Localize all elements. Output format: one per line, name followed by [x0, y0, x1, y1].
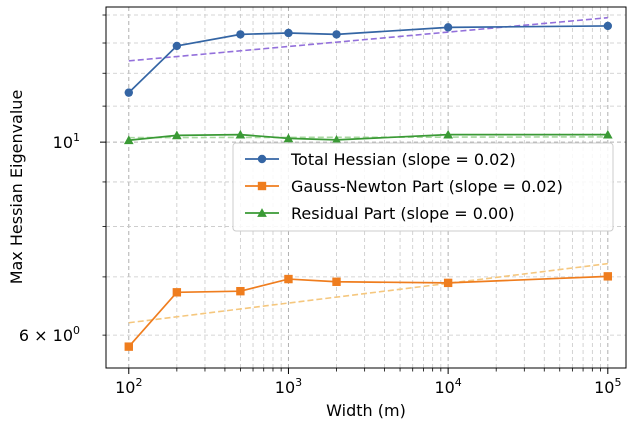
- y-tick-label: 101: [53, 131, 80, 152]
- plot-frame: [105, 6, 627, 369]
- legend-box: [232, 142, 614, 232]
- data-point-circle: [257, 154, 267, 164]
- data-point-square: [284, 274, 293, 284]
- data-point-square: [332, 277, 341, 286]
- series-line: [128, 275, 608, 348]
- data-point-triangle: [172, 130, 182, 140]
- data-point-triangle: [331, 135, 342, 144]
- data-point-square: [443, 278, 453, 288]
- series-line: [128, 25, 608, 94]
- data-point-circle: [443, 23, 453, 32]
- x-tick-label: 104: [434, 376, 461, 397]
- data-point-triangle: [602, 129, 613, 139]
- tick-layer: 102 103 104 105 101 6 × 100: [19, 14, 621, 397]
- y-axis-label: Max Hessian Eigenvalue: [7, 90, 26, 285]
- fit-lines-layer: [128, 16, 608, 324]
- data-point-circle: [172, 41, 182, 51]
- data-point-square: [172, 288, 182, 297]
- data-point-triangle: [443, 129, 453, 139]
- data-point-square: [236, 286, 245, 296]
- data-point-triangle: [235, 129, 246, 139]
- data-point-circle: [332, 30, 341, 39]
- data-point-triangle: [257, 208, 267, 217]
- legend: Total Hessian (slope = 0.02) Gauss-Newton…: [232, 142, 614, 232]
- series-layer: [123, 21, 613, 351]
- data-point-triangle: [283, 133, 294, 143]
- fit-line: [128, 262, 608, 324]
- x-tick-label: 102: [115, 376, 142, 397]
- data-point-circle: [236, 30, 245, 39]
- data-point-triangle: [123, 135, 134, 145]
- x-axis-label: Width (m): [326, 401, 406, 420]
- data-point-circle: [603, 21, 613, 31]
- data-point-circle: [284, 28, 293, 38]
- data-point-square: [124, 342, 133, 351]
- y-tick-label: 6 × 100: [19, 324, 80, 345]
- x-tick-label: 105: [594, 376, 621, 397]
- x-tick-label: 103: [275, 376, 302, 397]
- data-point-square: [603, 272, 613, 281]
- fit-line: [128, 136, 608, 139]
- legend-label: Total Hessian (slope = 0.02): [290, 150, 516, 169]
- legend-label: Gauss-Newton Part (slope = 0.02): [291, 177, 563, 196]
- legend-label: Residual Part (slope = 0.00): [291, 204, 515, 223]
- data-point-circle: [124, 88, 133, 97]
- fit-line: [128, 16, 608, 62]
- data-point-square: [257, 181, 267, 191]
